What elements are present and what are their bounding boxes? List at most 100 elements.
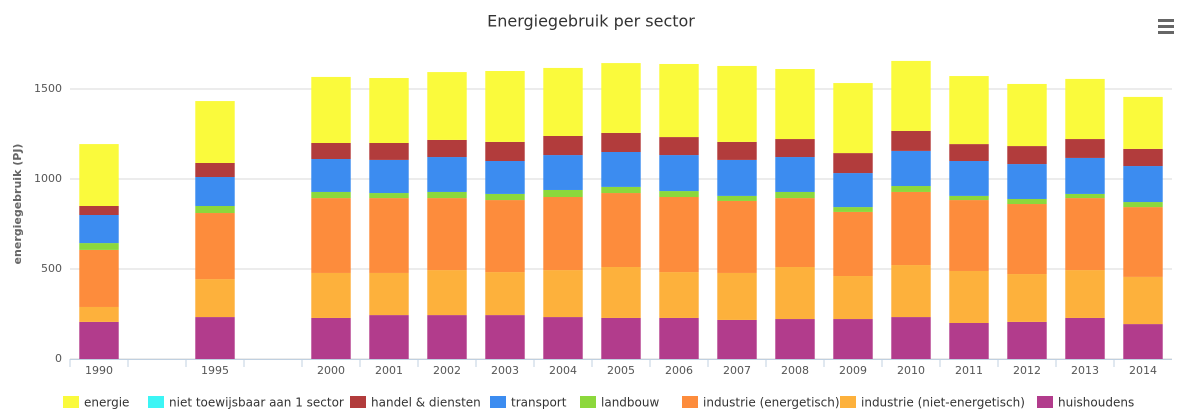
- bar-segment: [485, 193, 525, 201]
- bar-segment: [369, 193, 409, 199]
- bar-segment: [891, 150, 931, 187]
- y-tick-label: 1500: [34, 82, 62, 95]
- bar-segment: [1065, 157, 1105, 194]
- x-tick-label: 2012: [1013, 364, 1041, 377]
- bar-segment: [195, 317, 235, 359]
- bar-segment: [485, 161, 525, 194]
- bar-segment: [79, 243, 119, 250]
- bar-segment: [485, 315, 525, 359]
- bar-segment: [427, 72, 467, 140]
- bar-segment: [601, 63, 641, 133]
- bar-segment: [1123, 148, 1163, 167]
- bar-segment: [311, 272, 351, 318]
- bar-segment: [195, 213, 235, 280]
- bar-segment: [891, 186, 931, 192]
- x-tick-label: 1995: [201, 364, 229, 377]
- bar-segment: [833, 83, 873, 154]
- bar-segment: [1065, 139, 1105, 158]
- bar-segment: [833, 319, 873, 359]
- bar-segment: [79, 249, 119, 307]
- bar-segment: [311, 159, 351, 192]
- bar-segment: [1065, 198, 1105, 271]
- bar-segment: [1007, 274, 1047, 322]
- bar-segment: [601, 267, 641, 318]
- bar-segment: [195, 206, 235, 214]
- bar-segment: [601, 152, 641, 187]
- x-tick-label: 2004: [549, 364, 577, 377]
- bar-segment: [949, 161, 989, 196]
- bar-segment: [891, 265, 931, 318]
- bar-segment: [427, 191, 467, 199]
- bar-segment: [543, 189, 583, 197]
- bar-segment: [717, 319, 757, 359]
- bar-segment: [717, 65, 757, 142]
- x-tick-label: 2002: [433, 364, 461, 377]
- bar-segment: [311, 143, 351, 160]
- bar-segment: [717, 200, 757, 273]
- bar-segment: [427, 270, 467, 316]
- bar-segment: [891, 317, 931, 359]
- bar-segment: [311, 76, 351, 143]
- bar-segment: [1065, 317, 1105, 359]
- y-tick-label: 0: [55, 352, 62, 365]
- bar-segment: [1065, 270, 1105, 318]
- x-tick-label: 2001: [375, 364, 403, 377]
- bar-segment: [775, 191, 815, 199]
- bar-segment: [427, 198, 467, 271]
- x-tick-label: 2009: [839, 364, 867, 377]
- bar-segment: [311, 191, 351, 199]
- bar-segment: [311, 198, 351, 273]
- bar-segment: [949, 76, 989, 145]
- bar-segment: [543, 270, 583, 318]
- bar-segment: [1123, 207, 1163, 277]
- legend-label: niet toewijsbaar aan 1 sector: [169, 396, 344, 410]
- bar-segment: [717, 141, 757, 160]
- bar-segment: [79, 206, 119, 215]
- bar-segment: [659, 197, 699, 273]
- bar-segment: [369, 143, 409, 160]
- bar-segment: [949, 270, 989, 323]
- y-tick-label: 1000: [34, 172, 62, 185]
- bar-segment: [485, 141, 525, 161]
- menu-bar[interactable]: [1158, 25, 1174, 28]
- x-tick-label: 2000: [317, 364, 345, 377]
- bar-segment: [833, 153, 873, 174]
- bar-segment: [775, 157, 815, 192]
- bar-segment: [891, 60, 931, 131]
- bar-segment: [543, 67, 583, 136]
- x-tick-label: 2007: [723, 364, 751, 377]
- bar-segment: [891, 130, 931, 151]
- bar-segment: [775, 139, 815, 158]
- bar-segment: [195, 101, 235, 163]
- bar-segment: [1065, 78, 1105, 140]
- legend-symbol: [63, 396, 79, 408]
- bar-segment: [601, 317, 641, 359]
- bar-segment: [1123, 96, 1163, 149]
- bar-segment: [775, 319, 815, 359]
- bar-segment: [1123, 202, 1163, 208]
- menu-bar[interactable]: [1158, 31, 1174, 34]
- bar-segment: [369, 159, 409, 194]
- bar-segment: [79, 306, 119, 322]
- legend-symbol: [840, 396, 856, 408]
- bar-segment: [543, 135, 583, 156]
- bar-segment: [485, 71, 525, 142]
- x-tick-label: 1990: [85, 364, 113, 377]
- bar-segment: [79, 144, 119, 206]
- bar-segment: [1007, 321, 1047, 359]
- legend-label: handel & diensten: [371, 396, 481, 410]
- bar-segment: [1007, 164, 1047, 199]
- bar-segment: [1123, 324, 1163, 359]
- bar-segment: [79, 215, 119, 244]
- bar-segment: [833, 207, 873, 212]
- bar-segment: [543, 197, 583, 271]
- bar-segment: [601, 132, 641, 152]
- menu-bar[interactable]: [1158, 19, 1174, 22]
- bar-segment: [949, 323, 989, 359]
- bar-segment: [949, 195, 989, 201]
- menu-icon[interactable]: [1158, 19, 1174, 34]
- bar-segment: [1123, 276, 1163, 325]
- bar-segment: [79, 321, 119, 359]
- bar-segment: [485, 272, 525, 316]
- legend-symbol: [148, 396, 164, 408]
